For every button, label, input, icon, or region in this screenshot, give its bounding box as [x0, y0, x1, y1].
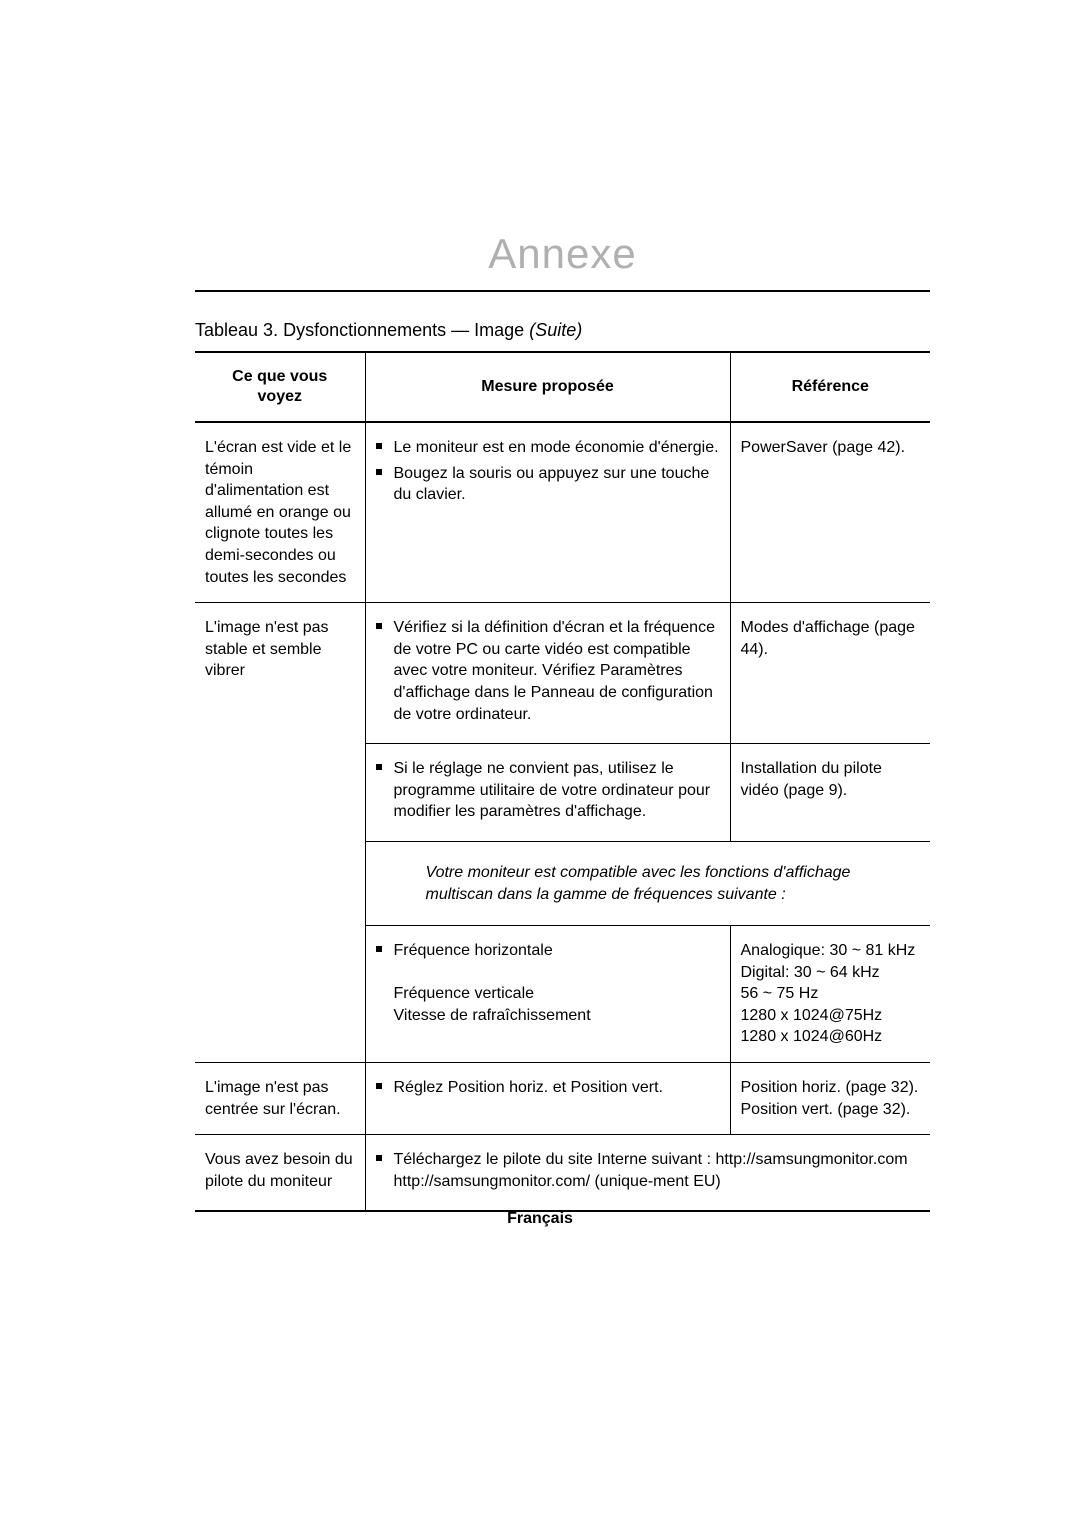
- freq-line: Vitesse de rafraîchissement: [394, 1007, 591, 1024]
- col-header-symptom: Ce que vous voyez: [195, 352, 365, 422]
- symptom-cell: L'écran est vide et le témoin d'alimenta…: [195, 422, 365, 603]
- measure-item: Le moniteur est en mode économie d'énerg…: [376, 437, 720, 459]
- col-header-reference: Référence: [730, 352, 930, 422]
- annexe-heading: Annexe: [195, 230, 930, 278]
- measure-cell: Fréquence horizontale Fréquence vertical…: [365, 926, 730, 1063]
- table-row: L'image n'est pas centrée sur l'écran. R…: [195, 1063, 930, 1135]
- ref-line: Digital: 30 ~ 64 kHz: [741, 964, 880, 981]
- reference-cell: PowerSaver (page 42).: [730, 422, 930, 603]
- page-footer-language: Français: [0, 1210, 1080, 1228]
- measure-cell: Vérifiez si la définition d'écran et la …: [365, 603, 730, 744]
- table-row: L'écran est vide et le témoin d'alimenta…: [195, 422, 930, 603]
- col-header-measure: Mesure proposée: [365, 352, 730, 422]
- measure-item: Fréquence horizontale Fréquence vertical…: [376, 940, 720, 1026]
- table-caption: Tableau 3. Dysfonctionnements — Image (S…: [195, 320, 930, 341]
- troubleshoot-table: Ce que vous voyez Mesure proposée Référe…: [195, 351, 930, 1212]
- table-row: L'image n'est pas stable et semble vibre…: [195, 603, 930, 744]
- measure-cell: Le moniteur est en mode économie d'énerg…: [365, 422, 730, 603]
- reference-cell: Position horiz. (page 32). Position vert…: [730, 1063, 930, 1135]
- freq-line: Fréquence horizontale: [394, 942, 553, 959]
- reference-cell: Analogique: 30 ~ 81 kHz Digital: 30 ~ 64…: [730, 926, 930, 1063]
- freq-line: Fréquence verticale: [394, 985, 535, 1002]
- symptom-cell: L'image n'est pas stable et semble vibre…: [195, 603, 365, 1063]
- caption-suffix: (Suite): [529, 320, 582, 340]
- ref-line: 1280 x 1024@75Hz: [741, 1007, 883, 1024]
- caption-prefix: Tableau 3. Dysfonctionnements — Image: [195, 320, 529, 340]
- measure-cell: Si le réglage ne convient pas, utilisez …: [365, 744, 730, 842]
- measure-item: Vérifiez si la définition d'écran et la …: [376, 617, 720, 725]
- ref-line: 1280 x 1024@60Hz: [741, 1028, 883, 1045]
- measure-item: Bougez la souris ou appuyez sur une touc…: [376, 463, 720, 506]
- top-rule: [195, 290, 930, 292]
- measure-item: Si le réglage ne convient pas, utilisez …: [376, 758, 720, 823]
- measure-cell: Téléchargez le pilote du site Interne su…: [365, 1135, 930, 1212]
- note-text: Votre moniteur est compatible avec les f…: [376, 856, 921, 911]
- measure-item: Réglez Position horiz. et Position vert.: [376, 1077, 720, 1099]
- table-row: Vous avez besoin du pilote du moniteur T…: [195, 1135, 930, 1212]
- ref-line: Analogique: 30 ~ 81 kHz: [741, 942, 916, 959]
- measure-item: Téléchargez le pilote du site Interne su…: [376, 1149, 921, 1192]
- reference-cell: Installation du pilote vidéo (page 9).: [730, 744, 930, 842]
- ref-line: 56 ~ 75 Hz: [741, 985, 819, 1002]
- measure-cell: Réglez Position horiz. et Position vert.: [365, 1063, 730, 1135]
- symptom-cell: Vous avez besoin du pilote du moniteur: [195, 1135, 365, 1212]
- reference-cell: Modes d'affichage (page 44).: [730, 603, 930, 744]
- note-cell: Votre moniteur est compatible avec les f…: [365, 841, 930, 925]
- symptom-cell: L'image n'est pas centrée sur l'écran.: [195, 1063, 365, 1135]
